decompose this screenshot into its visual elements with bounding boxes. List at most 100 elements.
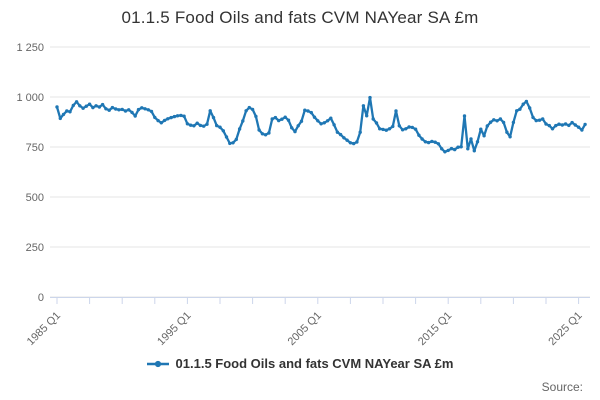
data-point bbox=[280, 117, 284, 121]
data-point bbox=[114, 107, 118, 111]
data-point bbox=[146, 108, 150, 112]
data-point bbox=[404, 127, 408, 131]
data-point bbox=[547, 123, 551, 128]
data-point bbox=[81, 106, 85, 110]
data-point bbox=[231, 141, 235, 145]
data-point bbox=[469, 137, 473, 141]
data-point bbox=[58, 116, 62, 121]
data-point bbox=[273, 115, 278, 120]
data-point bbox=[189, 123, 193, 127]
data-point bbox=[133, 114, 137, 118]
data-point bbox=[205, 122, 209, 126]
data-point bbox=[433, 140, 437, 144]
data-point bbox=[250, 107, 255, 112]
data-point bbox=[423, 140, 428, 144]
data-point bbox=[169, 115, 173, 120]
data-point bbox=[518, 107, 522, 111]
data-point bbox=[459, 145, 463, 149]
data-point bbox=[172, 114, 177, 119]
data-point bbox=[381, 127, 385, 132]
data-point bbox=[456, 145, 460, 149]
data-point bbox=[511, 120, 516, 125]
data-point bbox=[550, 127, 555, 131]
data-point bbox=[68, 110, 72, 114]
x-axis-label: 1985 Q1 bbox=[25, 310, 63, 348]
data-point bbox=[501, 120, 506, 125]
legend-item[interactable]: 01.1.5 Food Oils and fats CVM NAYear SA … bbox=[0, 356, 600, 371]
data-point bbox=[371, 117, 375, 121]
data-point bbox=[492, 118, 496, 122]
data-point bbox=[410, 125, 414, 130]
data-point bbox=[472, 149, 476, 153]
data-point bbox=[91, 105, 95, 110]
data-point bbox=[221, 129, 225, 133]
data-point bbox=[361, 104, 366, 108]
data-point bbox=[563, 122, 568, 126]
data-point bbox=[436, 142, 441, 146]
data-point bbox=[202, 124, 206, 128]
data-point bbox=[309, 110, 313, 115]
data-point bbox=[325, 119, 330, 123]
chart-title: 01.1.5 Food Oils and fats CVM NAYear SA … bbox=[121, 8, 479, 27]
data-point bbox=[400, 128, 405, 132]
data-point bbox=[430, 139, 434, 144]
y-axis-label: 500 bbox=[26, 192, 44, 204]
data-point bbox=[335, 130, 340, 134]
data-point bbox=[182, 114, 186, 118]
data-point bbox=[482, 134, 486, 138]
data-point bbox=[283, 115, 287, 119]
data-point bbox=[560, 123, 564, 127]
data-point bbox=[270, 117, 274, 121]
data-point bbox=[215, 123, 219, 128]
data-point bbox=[505, 130, 509, 134]
data-point bbox=[97, 105, 102, 109]
data-point bbox=[322, 121, 326, 125]
data-point bbox=[286, 118, 291, 122]
data-point bbox=[541, 117, 545, 121]
data-point bbox=[185, 122, 190, 126]
data-point bbox=[524, 99, 529, 104]
data-point bbox=[179, 113, 183, 118]
data-point bbox=[316, 119, 320, 123]
data-point bbox=[557, 122, 561, 126]
data-point bbox=[534, 118, 538, 123]
data-point bbox=[338, 132, 343, 137]
data-point bbox=[175, 114, 180, 118]
data-point bbox=[195, 121, 199, 125]
data-point bbox=[576, 125, 581, 129]
data-point bbox=[417, 133, 421, 137]
data-point bbox=[495, 119, 499, 123]
data-point bbox=[61, 112, 66, 117]
data-point bbox=[479, 127, 483, 131]
data-point bbox=[130, 110, 134, 115]
data-point bbox=[254, 114, 258, 119]
y-axis-label: 750 bbox=[26, 142, 44, 154]
data-point bbox=[358, 130, 362, 134]
data-point bbox=[531, 115, 535, 120]
data-point bbox=[453, 147, 457, 152]
data-point bbox=[570, 120, 574, 125]
data-point bbox=[319, 122, 323, 126]
data-point bbox=[440, 147, 444, 151]
y-axis-label: 250 bbox=[26, 242, 44, 254]
data-point bbox=[446, 148, 450, 153]
data-point bbox=[462, 114, 467, 118]
data-point bbox=[355, 140, 359, 144]
data-point bbox=[211, 115, 216, 120]
data-point bbox=[228, 141, 232, 146]
data-point bbox=[149, 109, 154, 114]
data-point bbox=[267, 131, 271, 135]
data-point bbox=[306, 109, 310, 113]
data-point bbox=[329, 116, 333, 120]
data-point bbox=[368, 95, 372, 100]
data-point bbox=[277, 118, 281, 123]
y-axis-label: 0 bbox=[38, 292, 44, 304]
data-point bbox=[100, 102, 105, 107]
data-point bbox=[580, 128, 584, 132]
data-point bbox=[140, 106, 144, 110]
x-axis-label: 2025 Q1 bbox=[546, 310, 584, 348]
data-point bbox=[74, 100, 79, 104]
data-point bbox=[449, 146, 454, 151]
data-point bbox=[537, 118, 542, 122]
